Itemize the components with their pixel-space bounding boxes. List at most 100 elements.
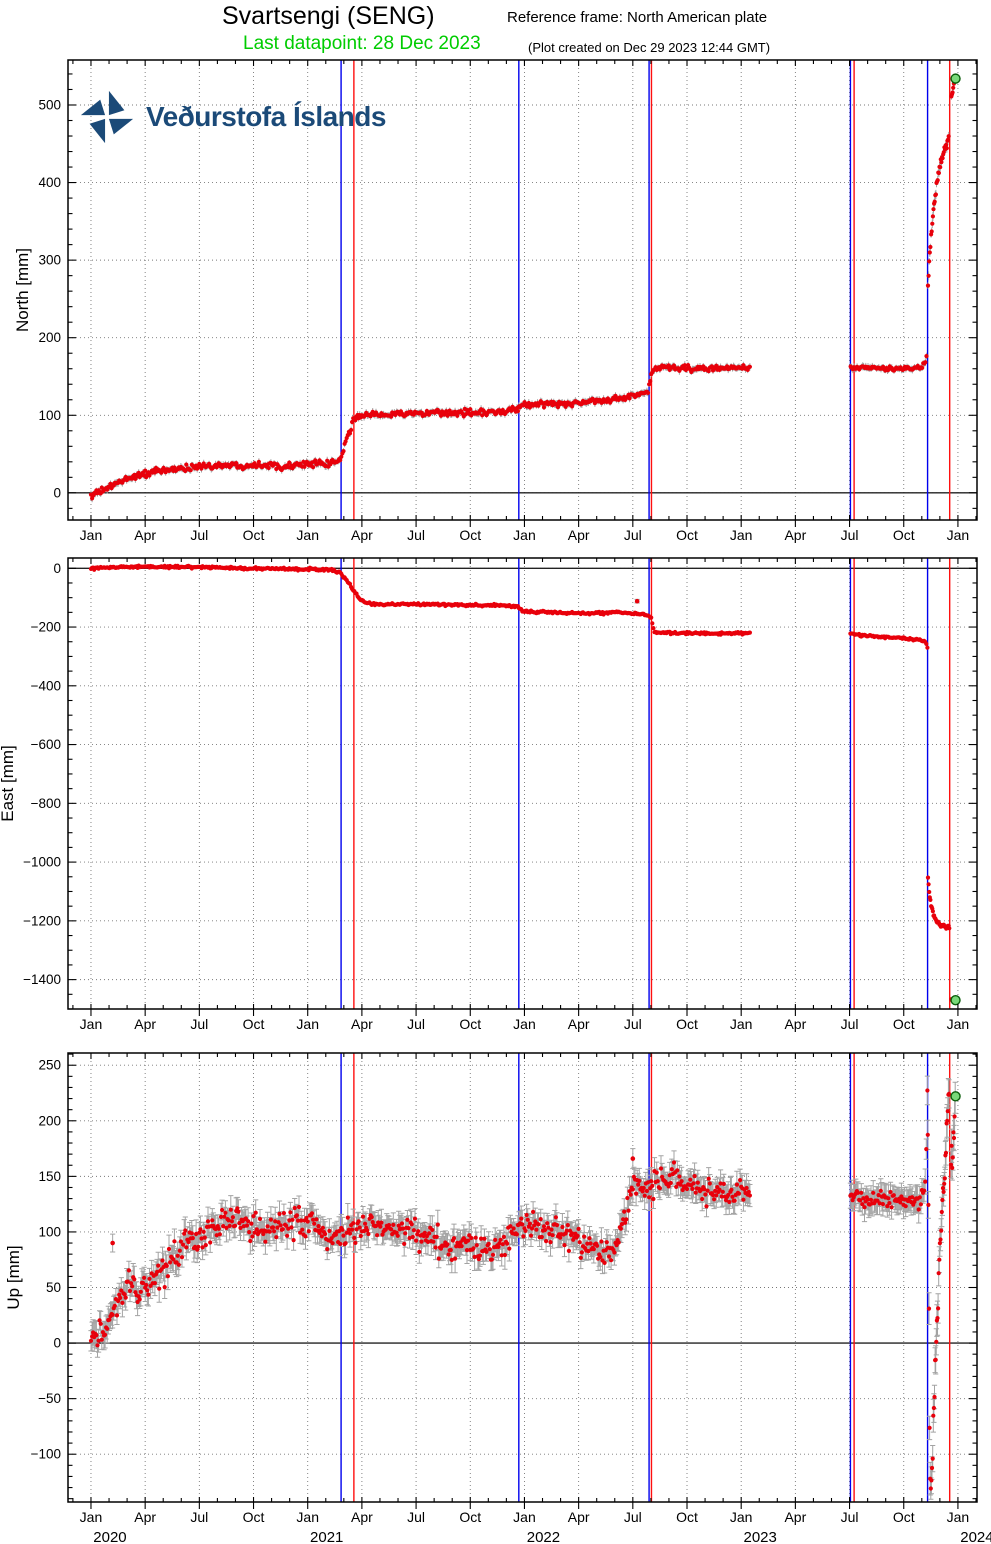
grid [68, 558, 977, 1009]
svg-text:Jan: Jan [947, 1016, 970, 1032]
svg-text:100: 100 [38, 408, 61, 423]
svg-text:300: 300 [38, 253, 61, 268]
svg-text:Jan: Jan [730, 527, 753, 543]
svg-text:Jul: Jul [407, 1016, 425, 1032]
svg-text:Jan: Jan [296, 1509, 319, 1525]
svg-text:500: 500 [38, 97, 61, 112]
svg-text:Jan: Jan [730, 1509, 753, 1525]
svg-text:Jul: Jul [407, 527, 425, 543]
y-axis-label-north: North [mm] [13, 248, 32, 332]
svg-text:Jan: Jan [513, 1509, 536, 1525]
last-datapoint-label: Last datapoint: 28 Dec 2023 [243, 33, 481, 54]
svg-text:Jul: Jul [407, 1509, 425, 1525]
svg-text:Jul: Jul [190, 1016, 208, 1032]
svg-text:Oct: Oct [459, 1509, 481, 1525]
svg-text:Jul: Jul [190, 527, 208, 543]
svg-text:0: 0 [53, 1336, 61, 1351]
page-title: Svartsengi (SENG) [222, 2, 435, 30]
svg-text:Oct: Oct [893, 527, 915, 543]
svg-text:Jul: Jul [624, 1016, 642, 1032]
svg-text:−200: −200 [31, 620, 61, 635]
svg-text:2020: 2020 [93, 1529, 126, 1544]
axis-frame [67, 1052, 978, 1503]
pinwheel-blade [108, 118, 134, 135]
svg-text:Oct: Oct [676, 1016, 698, 1032]
svg-text:−100: −100 [31, 1447, 61, 1462]
svg-text:Jan: Jan [947, 1509, 970, 1525]
svg-text:Jul: Jul [841, 527, 859, 543]
y-axis-label-up: Up [mm] [4, 1245, 23, 1309]
svg-text:Jan: Jan [730, 1016, 753, 1032]
grid [68, 60, 977, 520]
svg-text:−800: −800 [31, 796, 61, 811]
svg-text:Jan: Jan [80, 1016, 103, 1032]
svg-text:Apr: Apr [134, 1509, 156, 1525]
outlier-point [630, 1156, 636, 1161]
svg-text:Oct: Oct [243, 1016, 265, 1032]
svg-text:2021: 2021 [310, 1529, 343, 1544]
pinwheel-blade [108, 90, 125, 116]
svg-text:Apr: Apr [134, 527, 156, 543]
svg-text:150: 150 [38, 1169, 61, 1184]
error-bars [88, 1075, 958, 1500]
svg-text:Jan: Jan [80, 1509, 103, 1525]
svg-text:Oct: Oct [676, 527, 698, 543]
event-lines [340, 558, 951, 1009]
svg-text:Jan: Jan [80, 527, 103, 543]
axis-ticks [68, 558, 977, 1016]
svg-text:−1400: −1400 [23, 972, 61, 987]
svg-text:200: 200 [38, 1113, 61, 1128]
svg-text:Jan: Jan [947, 527, 970, 543]
vedurstofa-logo: Veðurstofa Íslands [78, 88, 386, 146]
event-lines [340, 60, 951, 520]
svg-text:Apr: Apr [351, 527, 373, 543]
svg-text:Apr: Apr [351, 1016, 373, 1032]
outlier-point [634, 598, 640, 604]
last-datapoint-marker [950, 73, 961, 84]
axis-frame [67, 557, 978, 1010]
panel-east: 0 −200 −400 −600 −800 −1000 −1200 −1400 Jan Apr Ju… [0, 557, 978, 1032]
grid [68, 1053, 977, 1502]
svg-text:Jan: Jan [296, 527, 319, 543]
y-tick-labels: 250 200 150 100 50 0 −50 −100 [31, 1058, 61, 1462]
svg-text:400: 400 [38, 175, 61, 190]
svg-text:2022: 2022 [527, 1529, 560, 1544]
month-labels: Jan Apr Jul Oct Jan Apr Jul Oct Jan Apr Jul Oct Jan A… [80, 1016, 970, 1032]
error-bars [90, 564, 956, 1003]
svg-text:0: 0 [53, 561, 61, 576]
month-labels: Jan Apr Jul Oct Jan Apr Jul Oct Jan Apr Jul Oct Jan A… [80, 1509, 970, 1525]
month-labels: Jan Apr Jul Oct Jan Apr Jul Oct Jan Apr Jul Oct Jan A… [80, 527, 970, 543]
svg-text:Oct: Oct [459, 527, 481, 543]
svg-text:Apr: Apr [784, 527, 806, 543]
svg-text:Jan: Jan [296, 1016, 319, 1032]
svg-text:Jul: Jul [624, 1509, 642, 1525]
svg-text:Jan: Jan [513, 527, 536, 543]
plot-created-label: (Plot created on Dec 29 2023 12:44 GMT) [528, 40, 771, 55]
svg-text:−400: −400 [31, 678, 61, 693]
svg-text:250: 250 [38, 1058, 61, 1073]
svg-text:Apr: Apr [351, 1509, 373, 1525]
y-axis-label-east: East [mm] [0, 745, 17, 822]
svg-text:2024: 2024 [960, 1529, 991, 1544]
pinwheel-blade [80, 99, 106, 116]
axis-ticks [68, 60, 977, 527]
svg-text:Apr: Apr [784, 1509, 806, 1525]
pinwheel-blade [89, 118, 106, 144]
svg-text:Jul: Jul [190, 1509, 208, 1525]
vedurstofa-pinwheel-icon [80, 90, 134, 144]
svg-text:Oct: Oct [243, 1509, 265, 1525]
axis-ticks [68, 1053, 977, 1509]
svg-text:−600: −600 [31, 737, 61, 752]
last-datapoint-marker [950, 1091, 961, 1102]
svg-text:2023: 2023 [744, 1529, 777, 1544]
series-points [88, 1088, 958, 1491]
vedurstofa-logo-text: Veðurstofa Íslands [146, 101, 386, 132]
year-labels: 2020 2021 2022 2023 2024 [93, 1529, 991, 1544]
axis-frame [67, 59, 978, 521]
svg-text:Jul: Jul [841, 1016, 859, 1032]
svg-text:Jan: Jan [513, 1016, 536, 1032]
last-datapoint-marker [950, 994, 961, 1006]
reference-frame-label: Reference frame: North American plate [507, 9, 768, 26]
